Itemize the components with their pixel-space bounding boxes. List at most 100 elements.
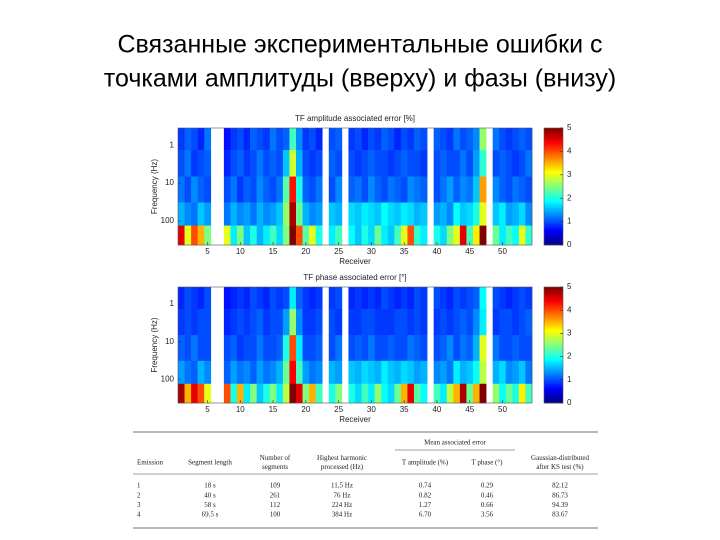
table-cell: 0.66 — [481, 501, 494, 509]
colorbar-band — [544, 182, 563, 185]
heat-cell — [355, 202, 362, 226]
heat-cell — [178, 383, 185, 404]
heat-cell — [237, 176, 244, 203]
heat-cell — [512, 225, 520, 246]
colorbar-band — [544, 180, 563, 183]
heat-cell — [296, 176, 303, 203]
heat-cell — [348, 360, 356, 385]
heat-cell — [230, 383, 238, 404]
y-tick-label: 10 — [165, 337, 174, 346]
table-header: Highest harmonic — [317, 454, 367, 462]
heat-cell — [256, 150, 264, 177]
heat-cell — [407, 225, 415, 246]
colorbar-tick-label: 0 — [567, 240, 572, 249]
colorbar-band — [544, 296, 563, 299]
heat-cell — [289, 308, 297, 336]
colorbar-band — [544, 321, 563, 325]
heat-cell — [296, 335, 303, 362]
colorbar-band — [544, 401, 563, 404]
colorbar-band — [544, 151, 563, 154]
heat-cell — [440, 308, 448, 336]
heat-cell — [492, 225, 500, 246]
heat-cell — [256, 225, 264, 246]
heat-cell — [197, 287, 205, 310]
heat-cell — [400, 308, 408, 336]
colorbar-band — [544, 339, 563, 342]
heat-cell — [250, 202, 257, 226]
heat-cell — [204, 308, 212, 336]
heat-cell — [250, 225, 257, 246]
heat-cell — [282, 202, 290, 226]
heat-cell — [394, 383, 402, 404]
x-tick-label: 35 — [400, 405, 409, 414]
heat-cell — [328, 383, 336, 404]
heat-cell — [269, 176, 277, 203]
heat-cell — [302, 383, 310, 404]
heat-cell — [296, 308, 303, 336]
heat-cell — [178, 287, 185, 310]
heat-cell — [355, 335, 362, 362]
heat-cell — [197, 225, 205, 246]
heat-cell — [394, 308, 402, 336]
heat-cell — [223, 308, 231, 336]
table-cell: 0.29 — [481, 482, 494, 490]
heat-cell — [387, 360, 395, 385]
colorbar-band — [544, 354, 563, 357]
heat-cell — [505, 335, 513, 362]
heat-cell — [296, 150, 303, 177]
colorbar-band — [544, 337, 563, 340]
heat-cell — [492, 150, 500, 177]
colorbar-band — [544, 377, 563, 381]
heat-cell — [525, 287, 533, 310]
heat-cell — [315, 287, 323, 310]
heat-cell — [446, 128, 454, 151]
heat-cell — [479, 287, 487, 310]
heat-cell — [256, 128, 264, 151]
colorbar-band — [544, 231, 563, 234]
heat-cell — [368, 128, 375, 151]
heat-cell — [282, 128, 290, 151]
colorbar-band — [544, 364, 563, 367]
heat-cell — [420, 287, 428, 310]
heat-cell — [433, 287, 441, 310]
heat-cell — [243, 150, 251, 177]
table-cell: 18 s — [204, 482, 216, 490]
colorbar-band — [544, 298, 563, 301]
heat-cell — [505, 128, 513, 151]
heat-cell — [302, 128, 310, 151]
heat-cell — [276, 287, 284, 310]
heat-cell — [269, 150, 277, 177]
heat-cell — [473, 202, 480, 226]
colorbar-band — [544, 381, 563, 384]
heat-cell — [191, 383, 198, 404]
colorbar-band — [544, 243, 563, 246]
heat-cell — [466, 150, 474, 177]
heat-cell — [302, 308, 310, 336]
heat-cell — [381, 308, 389, 336]
heat-cell — [525, 360, 533, 385]
heat-cell — [505, 287, 513, 310]
heat-cell — [230, 202, 238, 226]
table-header: processed (Hz) — [321, 463, 364, 471]
heat-cell — [348, 150, 356, 177]
colorbar-tick-label: 3 — [567, 170, 572, 179]
colorbar-band — [544, 233, 563, 236]
heat-cell — [473, 176, 480, 203]
colorbar-band — [544, 331, 563, 334]
colorbar-band — [544, 393, 563, 396]
heat-cell — [368, 150, 375, 177]
table-cell: 83.67 — [552, 511, 568, 519]
heat-cell — [440, 225, 448, 246]
heat-cell — [348, 128, 356, 151]
colorbar-band — [544, 128, 563, 131]
heat-cell — [492, 308, 500, 336]
heat-cell — [328, 360, 336, 385]
heat-cell — [459, 176, 467, 203]
colorbar-band — [544, 207, 563, 211]
table-group-header: Mean associated error — [424, 439, 486, 447]
heat-cell — [197, 383, 205, 404]
heat-cell — [420, 128, 428, 151]
heat-cell — [459, 308, 467, 336]
heat-cell — [387, 335, 395, 362]
heat-cell — [335, 176, 343, 203]
